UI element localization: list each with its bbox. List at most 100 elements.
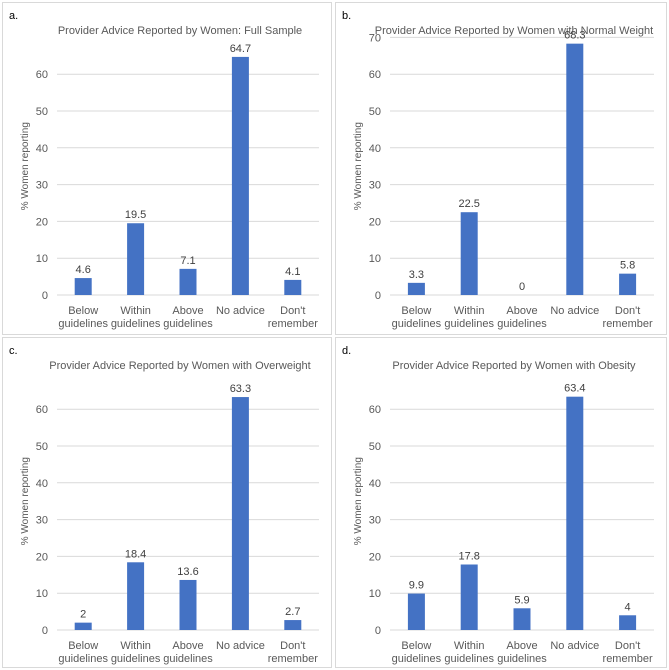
y-axis-label: % Women reporting	[20, 457, 31, 545]
data-label: 68.3	[564, 30, 585, 42]
bar	[179, 268, 197, 295]
y-tick-label: 10	[369, 588, 381, 600]
x-tick-label: guidelines	[497, 653, 547, 665]
data-label: 7.1	[180, 255, 195, 267]
x-tick-label: No advice	[550, 640, 599, 652]
bar	[566, 43, 584, 295]
data-label: 4.1	[285, 266, 300, 278]
data-label: 5.8	[620, 260, 635, 272]
bar	[179, 579, 197, 630]
x-tick-label: guidelines	[111, 653, 161, 665]
y-axis-label: % Women reporting	[20, 122, 31, 210]
bar	[231, 56, 249, 296]
x-tick-label: guidelines	[111, 318, 161, 330]
x-tick-label: No advice	[550, 305, 599, 317]
x-tick-label: Below	[401, 305, 431, 317]
x-tick-label: guidelines	[392, 653, 442, 665]
chart-panel-b: b. Provider Advice Reported by Women wit…	[335, 2, 667, 335]
x-tick-label: Within	[454, 640, 485, 652]
x-tick-label: Don't	[615, 305, 640, 317]
bar	[127, 223, 145, 295]
bar	[231, 397, 249, 630]
x-tick-label: Don't	[280, 305, 305, 317]
data-label: 9.9	[409, 580, 424, 592]
bar	[284, 279, 302, 295]
x-tick-label: Above	[506, 640, 537, 652]
bar-chart-overweight: Provider Advice Reported by Women with O…	[20, 360, 319, 665]
data-label: 22.5	[458, 198, 479, 210]
data-label: 64.7	[230, 43, 251, 55]
y-tick-label: 30	[369, 180, 381, 192]
bar	[460, 564, 478, 630]
x-tick-label: Within	[454, 305, 485, 317]
bar	[619, 615, 637, 630]
bar	[284, 620, 302, 630]
y-tick-label: 50	[36, 441, 48, 453]
data-label: 18.4	[125, 548, 146, 560]
x-tick-label: Below	[68, 305, 98, 317]
y-tick-label: 40	[36, 143, 48, 155]
panel-label: d.	[342, 345, 352, 357]
bar	[619, 273, 637, 295]
data-label: 63.4	[564, 383, 585, 395]
y-tick-label: 10	[369, 253, 381, 265]
y-tick-label: 40	[369, 143, 381, 155]
chart-title: Provider Advice Reported by Women with O…	[392, 360, 636, 372]
x-tick-label: guidelines	[163, 653, 213, 665]
data-label: 4	[625, 601, 631, 613]
y-tick-label: 10	[36, 253, 48, 265]
y-tick-label: 40	[36, 478, 48, 490]
x-tick-label: Above	[506, 305, 537, 317]
bar	[74, 278, 92, 295]
x-tick-label: No advice	[216, 640, 265, 652]
panel-label: a.	[9, 10, 19, 22]
x-tick-label: guidelines	[58, 653, 108, 665]
bar-chart-obesity: Provider Advice Reported by Women with O…	[353, 360, 654, 665]
bar	[407, 282, 425, 295]
y-tick-label: 50	[369, 106, 381, 118]
data-label: 63.3	[230, 383, 251, 395]
x-tick-label: remember	[603, 318, 653, 330]
x-tick-label: Below	[401, 640, 431, 652]
y-tick-label: 0	[375, 625, 381, 637]
chart-panel-d: d. Provider Advice Reported by Women wit…	[335, 337, 667, 668]
data-label: 17.8	[458, 550, 479, 562]
y-tick-label: 30	[36, 515, 48, 527]
bar	[566, 396, 584, 630]
x-tick-label: Don't	[615, 640, 640, 652]
y-axis-label: % Women reporting	[353, 457, 364, 545]
bar-chart-normal-weight: Provider Advice Reported by Women with N…	[353, 25, 654, 330]
chart-panel-a: a. Provider Advice Reported by Women: Fu…	[2, 2, 332, 335]
x-tick-label: No advice	[216, 305, 265, 317]
data-label: 2.7	[285, 606, 300, 618]
bar	[513, 608, 531, 630]
y-tick-label: 20	[36, 216, 48, 228]
x-tick-label: guidelines	[444, 318, 494, 330]
x-tick-label: Don't	[280, 640, 305, 652]
data-label: 3.3	[409, 269, 424, 281]
x-tick-label: guidelines	[497, 318, 547, 330]
bar	[74, 622, 92, 630]
y-tick-label: 20	[36, 551, 48, 563]
bar	[127, 562, 145, 630]
y-tick-label: 0	[42, 290, 48, 302]
x-tick-label: guidelines	[392, 318, 442, 330]
x-tick-label: remember	[603, 653, 653, 665]
y-tick-label: 20	[369, 216, 381, 228]
y-tick-label: 60	[369, 69, 381, 81]
y-tick-label: 30	[369, 515, 381, 527]
chart-title: Provider Advice Reported by Women with O…	[49, 360, 310, 372]
x-tick-label: Within	[120, 640, 151, 652]
chart-title: Provider Advice Reported by Women with N…	[375, 25, 653, 37]
y-tick-label: 20	[369, 551, 381, 563]
x-tick-label: Above	[172, 305, 203, 317]
x-tick-label: remember	[268, 653, 318, 665]
chart-title: Provider Advice Reported by Women: Full …	[58, 25, 302, 37]
y-axis-label: % Women reporting	[353, 122, 364, 210]
x-tick-label: Below	[68, 640, 98, 652]
y-tick-label: 50	[36, 106, 48, 118]
y-tick-label: 10	[36, 588, 48, 600]
y-tick-label: 30	[36, 180, 48, 192]
bar-chart-full-sample: Provider Advice Reported by Women: Full …	[20, 25, 319, 330]
data-label: 13.6	[177, 566, 198, 578]
